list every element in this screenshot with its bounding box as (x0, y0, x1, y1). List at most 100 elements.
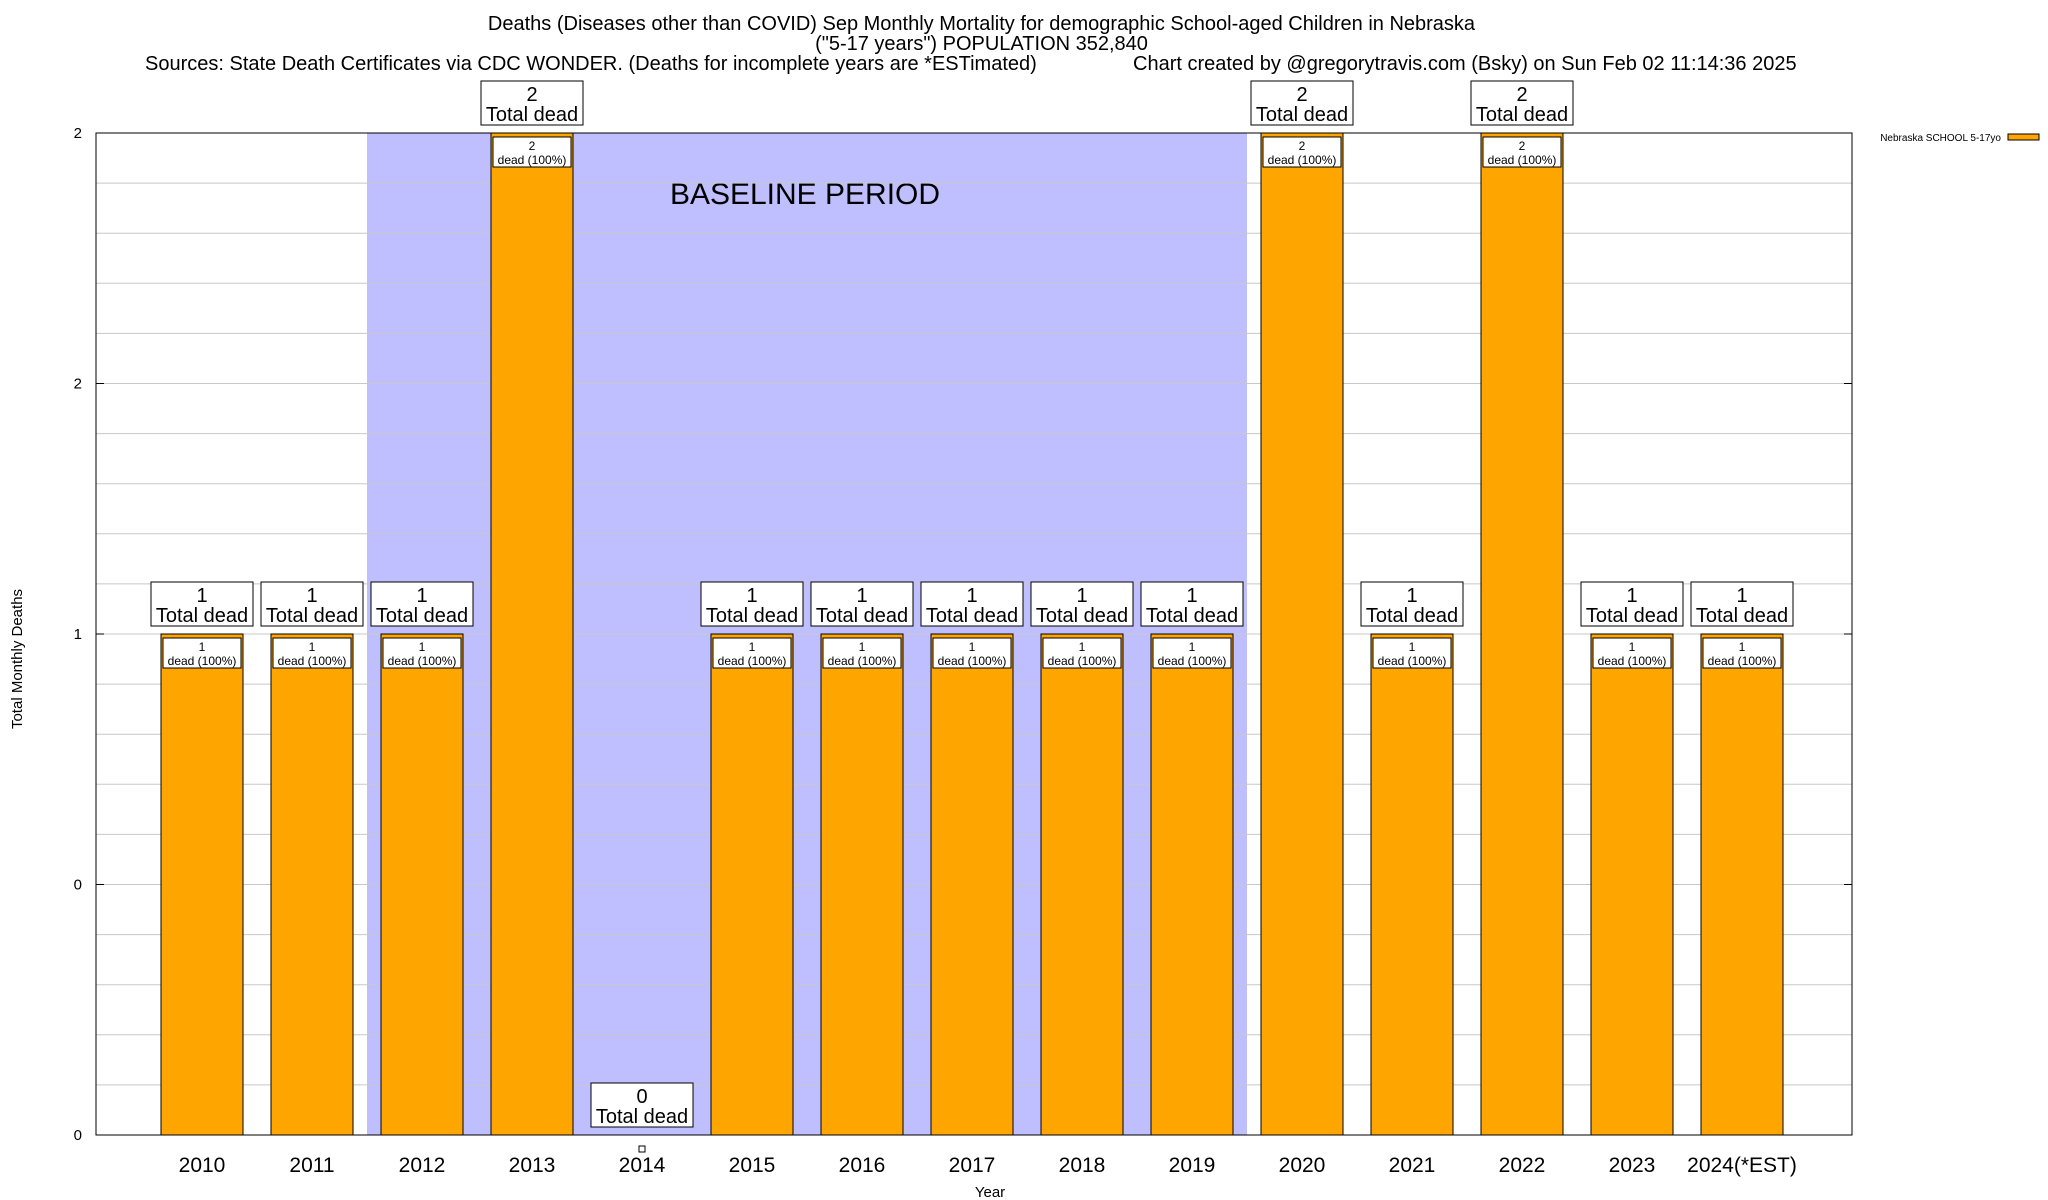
total-value-label: 2 (1296, 84, 1307, 106)
bar (1150, 633, 1234, 1136)
bar-label-box (1592, 637, 1672, 669)
total-label-box (700, 581, 804, 627)
x-tick-label: 2010 (179, 1154, 226, 1177)
bar-percent-label: dead (100%) (1708, 654, 1777, 668)
bar-value-label: 1 (419, 640, 426, 654)
bar-percent-label: dead (100%) (1598, 654, 1667, 668)
bar (160, 633, 244, 1136)
bar-label-box (712, 637, 792, 669)
x-tick-label: 2011 (289, 1154, 334, 1177)
bar-percent-label: dead (100%) (1048, 654, 1117, 668)
zero-marker (638, 1145, 646, 1153)
total-value-label: 1 (856, 585, 867, 607)
total-dead-label: Total dead (1586, 605, 1678, 627)
bar-label-box (822, 637, 902, 669)
bar-percent-label: dead (100%) (828, 654, 897, 668)
total-label-box (150, 581, 254, 627)
total-value-label: 2 (526, 84, 537, 106)
bar-percent-label: dead (100%) (498, 153, 567, 167)
total-value-label: 1 (1076, 585, 1087, 607)
total-value-label: 1 (416, 585, 427, 607)
bar-value-label: 1 (749, 640, 756, 654)
chart-credit: Chart created by @gregorytravis.com (Bsk… (1133, 53, 1797, 75)
bar-value-label: 1 (199, 640, 206, 654)
y-axis-title: Total Monthly Deaths (9, 589, 26, 729)
total-value-label: 1 (746, 585, 757, 607)
total-label-box (1470, 80, 1574, 126)
y-tick-label: 1 (74, 626, 82, 643)
total-dead-label: Total dead (1036, 605, 1128, 627)
x-tick-label: 2022 (1499, 1154, 1546, 1177)
x-tick-label: 2014 (619, 1154, 666, 1177)
x-tick-label: 2013 (509, 1154, 556, 1177)
total-value-label: 1 (1736, 585, 1747, 607)
total-label-box (1580, 581, 1684, 627)
bar (820, 633, 904, 1136)
total-label-box (1250, 80, 1354, 126)
total-label-box (1030, 581, 1134, 627)
total-dead-label: Total dead (376, 605, 468, 627)
total-label-box (810, 581, 914, 627)
total-dead-label: Total dead (926, 605, 1018, 627)
bar-value-label: 1 (1189, 640, 1196, 654)
y-tick-label: 0 (74, 1127, 82, 1144)
total-value-label: 1 (306, 585, 317, 607)
legend-swatch (2007, 133, 2040, 141)
total-label-box (590, 1082, 694, 1128)
total-dead-label: Total dead (156, 605, 248, 627)
plot-frame (95, 132, 1853, 1136)
bar (1590, 633, 1674, 1136)
bar-label-box (492, 136, 572, 168)
bar (270, 633, 354, 1136)
bar-label-box (1262, 136, 1342, 168)
total-value-label: 1 (196, 585, 207, 607)
total-value-label: 1 (966, 585, 977, 607)
total-label-box (920, 581, 1024, 627)
total-dead-label: Total dead (1146, 605, 1238, 627)
total-label-box (260, 581, 364, 627)
total-value-label: 2 (1516, 84, 1527, 106)
bar-value-label: 2 (1519, 139, 1526, 153)
total-value-label: 0 (636, 1086, 647, 1108)
bar (380, 633, 464, 1136)
bar-percent-label: dead (100%) (1158, 654, 1227, 668)
bar-value-label: 1 (1079, 640, 1086, 654)
x-tick-label: 2021 (1389, 1154, 1436, 1177)
bar-value-label: 2 (529, 139, 536, 153)
bar (710, 633, 794, 1136)
bar-label-box (272, 637, 352, 669)
bar-label-box (1042, 637, 1122, 669)
bar-percent-label: dead (100%) (278, 654, 347, 668)
bar-value-label: 1 (1739, 640, 1746, 654)
total-label-box (1690, 581, 1794, 627)
y-tick-label: 2 (74, 376, 82, 393)
total-dead-label: Total dead (486, 104, 578, 126)
y-tick-label: 2 (74, 125, 82, 142)
bar-percent-label: dead (100%) (938, 654, 1007, 668)
total-label-box (480, 80, 584, 126)
bar-label-box (162, 637, 242, 669)
bar-value-label: 1 (1629, 640, 1636, 654)
bar-value-label: 1 (309, 640, 316, 654)
total-dead-label: Total dead (1256, 104, 1348, 126)
total-dead-label: Total dead (816, 605, 908, 627)
x-tick-label: 2020 (1279, 1154, 1326, 1177)
total-label-box (1140, 581, 1244, 627)
bar-label-box (382, 637, 462, 669)
bar-value-label: 2 (1299, 139, 1306, 153)
legend-label: Nebraska SCHOOL 5-17yo (1880, 133, 2001, 144)
bar-percent-label: dead (100%) (718, 654, 787, 668)
x-tick-label: 2024(*EST) (1687, 1154, 1797, 1177)
bar (1480, 132, 1564, 1136)
bar-value-label: 1 (969, 640, 976, 654)
x-tick-label: 2015 (729, 1154, 776, 1177)
bar (490, 132, 574, 1136)
total-dead-label: Total dead (1476, 104, 1568, 126)
x-tick-label: 2012 (399, 1154, 446, 1177)
bar-label-box (1372, 637, 1452, 669)
bar-percent-label: dead (100%) (1378, 654, 1447, 668)
x-tick-label: 2023 (1609, 1154, 1656, 1177)
bar-percent-label: dead (100%) (1488, 153, 1557, 167)
total-value-label: 1 (1406, 585, 1417, 607)
chart-sources: Sources: State Death Certificates via CD… (145, 53, 1037, 75)
